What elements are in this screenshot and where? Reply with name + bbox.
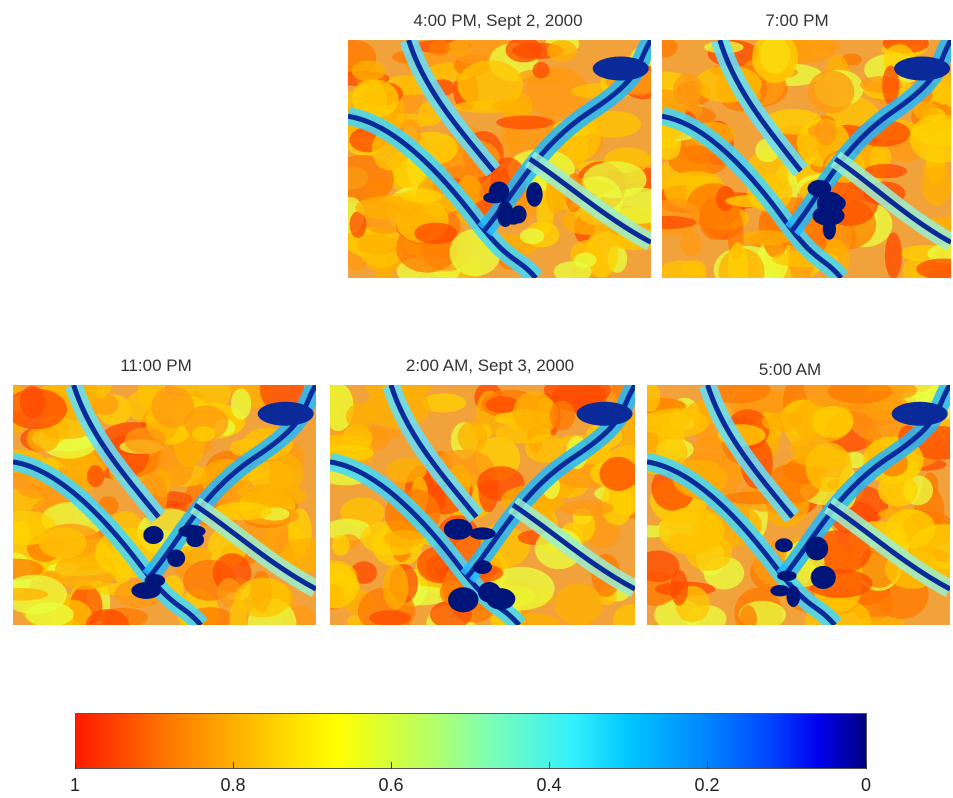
panel-title: 7:00 PM [765, 11, 829, 30]
panel-title: 11:00 PM [120, 356, 192, 375]
moisture-map-image [348, 40, 651, 278]
colorbar: 1 0.8 0.6 0.4 0.2 0 [70, 713, 871, 795]
colorbar-tick [707, 762, 708, 769]
colorbar-gradient [75, 713, 867, 769]
moisture-map-image [647, 385, 950, 625]
colorbar-tick [866, 762, 867, 769]
moisture-map-image [330, 385, 635, 625]
moisture-map-image [662, 40, 951, 278]
panel-title: 5:00 AM [758, 360, 822, 379]
colorbar-tick-label: 0 [860, 775, 872, 795]
colorbar-tick-label: 0.2 [694, 775, 720, 795]
colorbar-tick [391, 762, 392, 769]
panel-title: 2:00 AM, Sept 3, 2000 [405, 356, 575, 375]
colorbar-tick-label: 0.6 [378, 775, 404, 795]
colorbar-tick [549, 762, 550, 769]
colorbar-tick [75, 762, 76, 769]
colorbar-tick [233, 762, 234, 769]
colorbar-tick-label: 0.8 [220, 775, 246, 795]
colorbar-tick-label: 0.4 [536, 775, 562, 795]
colorbar-tick-label: 1 [69, 775, 81, 795]
moisture-map-image [13, 385, 316, 625]
panel-title: 4:00 PM, Sept 2, 2000 [413, 11, 583, 30]
